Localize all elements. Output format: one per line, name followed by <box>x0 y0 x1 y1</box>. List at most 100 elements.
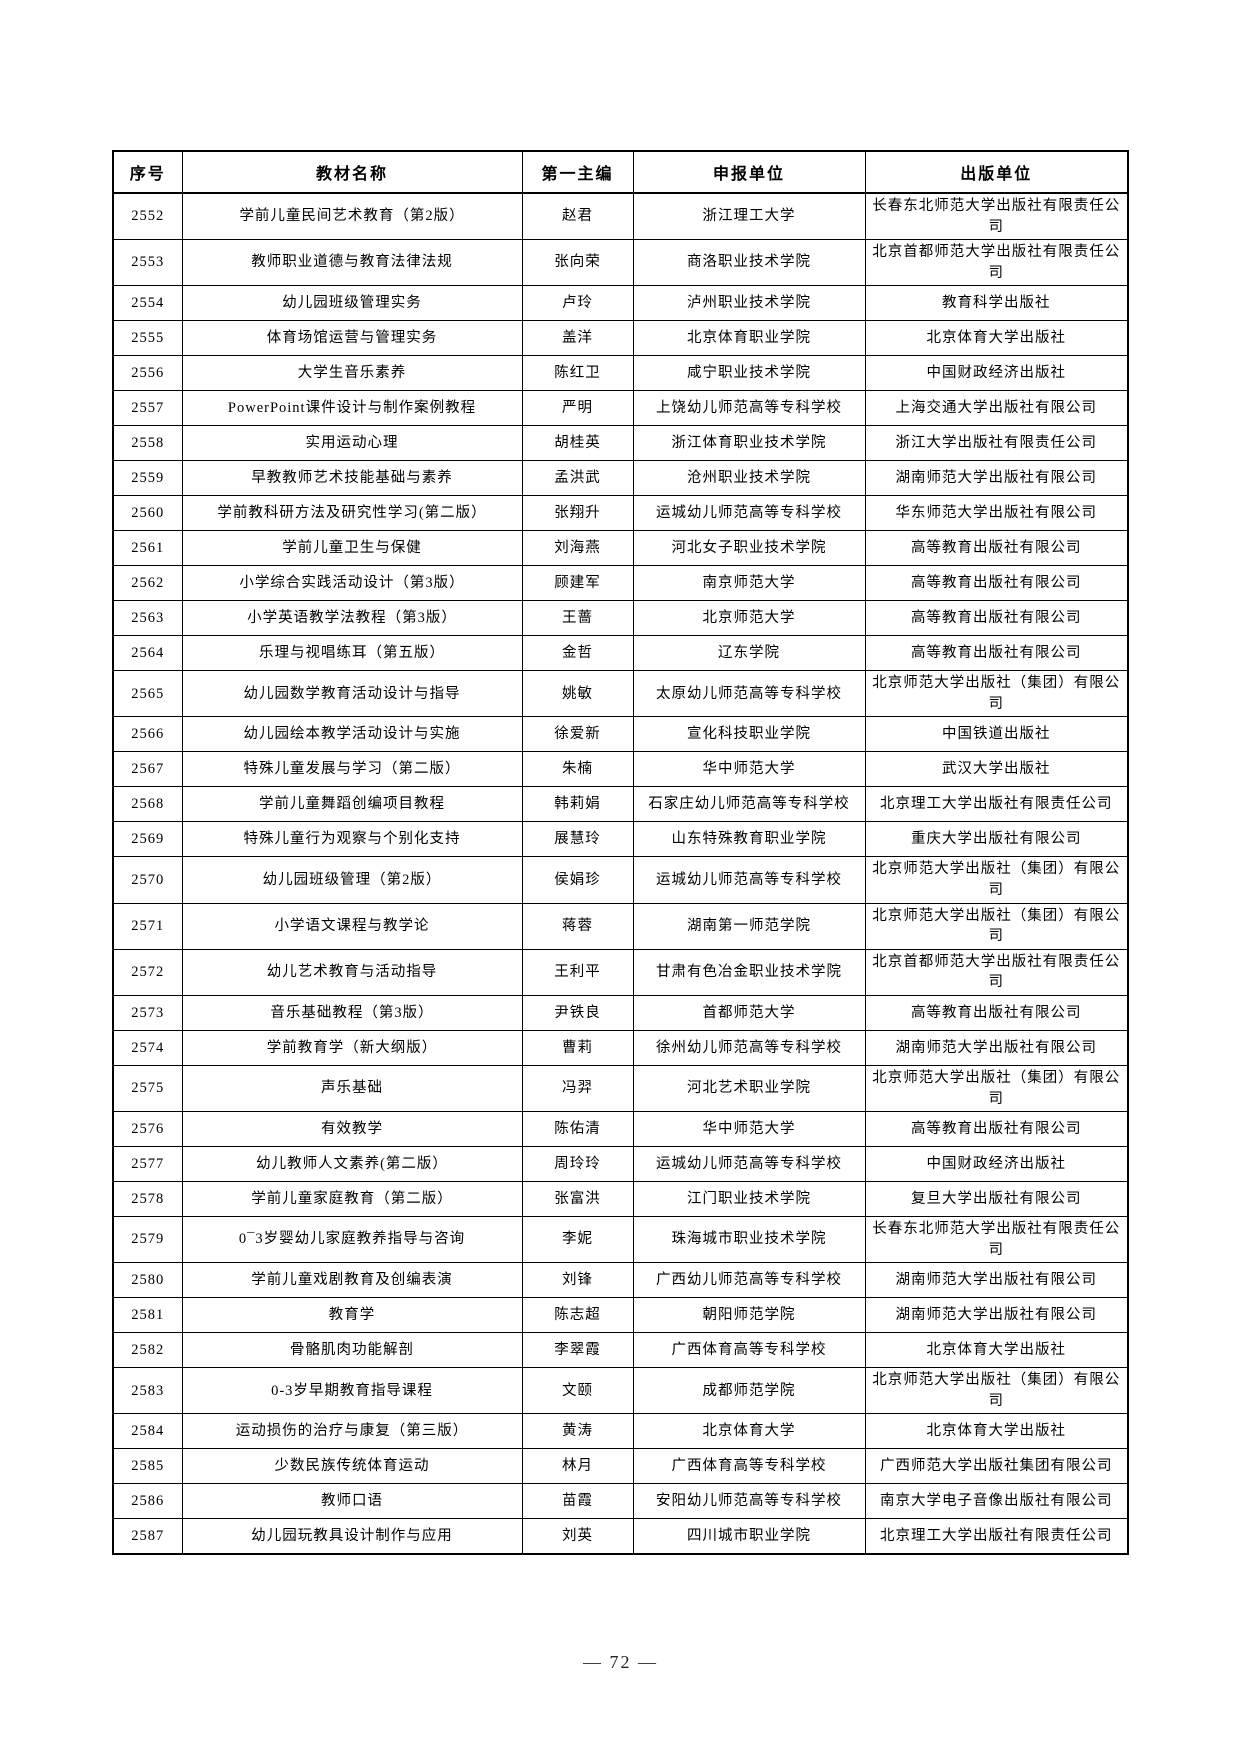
cell-no: 2570 <box>112 856 183 904</box>
cell-publisher: 北京体育大学出版社 <box>864 1332 1129 1369</box>
cell-publisher: 中国财政经济出版社 <box>864 355 1129 392</box>
cell-no: 2573 <box>112 994 183 1031</box>
cell-no: 2578 <box>112 1181 183 1218</box>
cell-title: PowerPoint课件设计与制作案例教程 <box>181 390 523 427</box>
table-row: 2558 实用运动心理 胡桂英 浙江体育职业技术学院 浙江大学出版社有限责任公司 <box>112 425 1129 462</box>
cell-publisher: 北京师范大学出版社（集团）有限公司 <box>864 856 1129 904</box>
cell-title: 学前教科研方法及研究性学习(第二版） <box>181 495 523 532</box>
cell-publisher: 北京理工大学出版社有限责任公司 <box>864 786 1129 823</box>
cell-publisher: 华东师范大学出版社有限公司 <box>864 495 1129 532</box>
cell-no: 2581 <box>112 1297 183 1334</box>
cell-org: 江门职业技术学院 <box>632 1181 866 1218</box>
cell-editor: 曹莉 <box>521 1029 634 1066</box>
cell-org: 成都师范学院 <box>632 1367 866 1415</box>
cell-publisher: 上海交通大学出版社有限公司 <box>864 390 1129 427</box>
cell-publisher: 北京首都师范大学出版社有限责任公司 <box>864 239 1129 287</box>
cell-org: 上饶幼儿师范高等专科学校 <box>632 390 866 427</box>
table-row: 2569 特殊儿童行为观察与个别化支持 展慧玲 山东特殊教育职业学院 重庆大学出版社有限… <box>112 821 1129 858</box>
cell-editor: 陈红卫 <box>521 355 634 392</box>
cell-no: 2586 <box>112 1483 183 1520</box>
cell-publisher: 湖南师范大学出版社有限公司 <box>864 460 1129 497</box>
cell-title: 运动损伤的治疗与康复（第三版） <box>181 1413 523 1450</box>
cell-editor: 蒋蓉 <box>521 902 634 950</box>
cell-publisher: 南京大学电子音像出版社有限公司 <box>864 1483 1129 1520</box>
cell-editor: 王蔷 <box>521 600 634 637</box>
cell-no: 2585 <box>112 1448 183 1485</box>
cell-editor: 朱楠 <box>521 751 634 788</box>
cell-title: 小学综合实践活动设计（第3版） <box>181 565 523 602</box>
cell-editor: 王利平 <box>521 948 634 996</box>
cell-publisher: 北京师范大学出版社（集团）有限公司 <box>864 1367 1129 1415</box>
cell-editor: 严明 <box>521 390 634 427</box>
table-row: 2575 声乐基础 冯羿 河北艺术职业学院 北京师范大学出版社（集团）有限公司 <box>112 1064 1129 1113</box>
table-header-row: 序号 教材名称 第一主编 申报单位 出版单位 <box>112 150 1129 194</box>
cell-org: 珠海城市职业技术学院 <box>632 1216 866 1264</box>
cell-org: 太原幼儿师范高等专科学校 <box>632 670 866 718</box>
cell-publisher: 武汉大学出版社 <box>864 751 1129 788</box>
header-serial-number: 序号 <box>112 150 183 194</box>
table-row: 2553 教师职业道德与教育法律法规 张向荣 商洛职业技术学院 北京首都师范大学出版社有… <box>112 239 1129 287</box>
cell-org: 广西体育高等专科学校 <box>632 1332 866 1369</box>
cell-org: 徐州幼儿师范高等专科学校 <box>632 1029 866 1066</box>
cell-title: 特殊儿童行为观察与个别化支持 <box>181 821 523 858</box>
textbook-table: 序号 教材名称 第一主编 申报单位 出版单位 2552 学前儿童民间艺术教育（第2… <box>112 150 1129 1555</box>
table-row: 2583 0-3岁早期教育指导课程 文颐 成都师范学院 北京师范大学出版社（集团）有限公… <box>112 1367 1129 1415</box>
table-row: 2580 学前儿童戏剧教育及创编表演 刘锋 广西幼儿师范高等专科学校 湖南师范大学出版社… <box>112 1262 1129 1299</box>
cell-no: 2555 <box>112 320 183 357</box>
cell-publisher: 长春东北师范大学出版社有限责任公司 <box>864 1216 1129 1264</box>
cell-title: 学前儿童戏剧教育及创编表演 <box>181 1262 523 1299</box>
cell-org: 北京师范大学 <box>632 600 866 637</box>
cell-no: 2557 <box>112 390 183 427</box>
table-row: 2561 学前儿童卫生与保健 刘海燕 河北女子职业技术学院 高等教育出版社有限公司 <box>112 530 1129 567</box>
cell-org: 南京师范大学 <box>632 565 866 602</box>
table-row: 2579 0¯3岁婴幼儿家庭教养指导与咨询 李妮 珠海城市职业技术学院 长春东北师范大学… <box>112 1216 1129 1264</box>
table-row: 2554 幼儿园班级管理实务 卢玲 泸州职业技术学院 教育科学出版社 <box>112 285 1129 322</box>
cell-org: 甘肃有色冶金职业技术学院 <box>632 948 866 996</box>
cell-no: 2560 <box>112 495 183 532</box>
cell-org: 首都师范大学 <box>632 994 866 1031</box>
table-row: 2560 学前教科研方法及研究性学习(第二版） 张翔升 运城幼儿师范高等专科学校 华东师… <box>112 495 1129 532</box>
cell-editor: 展慧玲 <box>521 821 634 858</box>
cell-org: 浙江体育职业技术学院 <box>632 425 866 462</box>
cell-publisher: 湖南师范大学出版社有限公司 <box>864 1297 1129 1334</box>
cell-title: 学前儿童家庭教育（第二版） <box>181 1181 523 1218</box>
table-row: 2584 运动损伤的治疗与康复（第三版） 黄涛 北京体育大学 北京体育大学出版社 <box>112 1413 1129 1450</box>
cell-org: 河北艺术职业学院 <box>632 1064 866 1113</box>
cell-org: 华中师范大学 <box>632 751 866 788</box>
cell-editor: 徐爱新 <box>521 716 634 753</box>
header-first-editor: 第一主编 <box>521 150 634 194</box>
cell-editor: 张翔升 <box>521 495 634 532</box>
table-row: 2555 体育场馆运营与管理实务 盖洋 北京体育职业学院 北京体育大学出版社 <box>112 320 1129 357</box>
cell-no: 2574 <box>112 1029 183 1066</box>
cell-org: 山东特殊教育职业学院 <box>632 821 866 858</box>
cell-publisher: 教育科学出版社 <box>864 285 1129 322</box>
cell-editor: 刘英 <box>521 1518 634 1555</box>
table-row: 2557 PowerPoint课件设计与制作案例教程 严明 上饶幼儿师范高等专科学校上… <box>112 390 1129 427</box>
cell-publisher: 广西师范大学出版社集团有限公司 <box>864 1448 1129 1485</box>
cell-publisher: 浙江大学出版社有限责任公司 <box>864 425 1129 462</box>
cell-publisher: 高等教育出版社有限公司 <box>864 994 1129 1031</box>
cell-no: 2576 <box>112 1111 183 1148</box>
cell-no: 2571 <box>112 902 183 950</box>
table-row: 2565 幼儿园数学教育活动设计与指导 姚敏 太原幼儿师范高等专科学校 北京师范大学出版… <box>112 670 1129 718</box>
cell-publisher: 北京体育大学出版社 <box>864 320 1129 357</box>
cell-org: 泸州职业技术学院 <box>632 285 866 322</box>
table-row: 2582 骨骼肌肉功能解剖 李翠霞 广西体育高等专科学校 北京体育大学出版社 <box>112 1332 1129 1369</box>
cell-editor: 苗霞 <box>521 1483 634 1520</box>
cell-publisher: 复旦大学出版社有限公司 <box>864 1181 1129 1218</box>
table-row: 2585 少数民族传统体育运动 林月 广西体育高等专科学校 广西师范大学出版社集团有限公… <box>112 1448 1129 1485</box>
cell-editor: 韩莉娟 <box>521 786 634 823</box>
table-row: 2587 幼儿园玩教具设计制作与应用 刘英 四川城市职业学院 北京理工大学出版社有限责任… <box>112 1518 1129 1555</box>
cell-publisher: 北京理工大学出版社有限责任公司 <box>864 1518 1129 1555</box>
table-row: 2559 早教教师艺术技能基础与素养 孟洪武 沧州职业技术学院 湖南师范大学出版社有限公… <box>112 460 1129 497</box>
cell-editor: 顾建军 <box>521 565 634 602</box>
table-body: 2552 学前儿童民间艺术教育（第2版） 赵君 浙江理工大学 长春东北师范大学出版社有限… <box>112 192 1129 1555</box>
cell-title: 幼儿园班级管理（第2版） <box>181 856 523 904</box>
cell-org: 石家庄幼儿师范高等专科学校 <box>632 786 866 823</box>
cell-no: 2558 <box>112 425 183 462</box>
table-row: 2572 幼儿艺术教育与活动指导 王利平 甘肃有色冶金职业技术学院 北京首都师范大学出版… <box>112 948 1129 996</box>
cell-org: 朝阳师范学院 <box>632 1297 866 1334</box>
cell-publisher: 长春东北师范大学出版社有限责任公司 <box>864 192 1129 241</box>
cell-editor: 李妮 <box>521 1216 634 1264</box>
cell-no: 2565 <box>112 670 183 718</box>
